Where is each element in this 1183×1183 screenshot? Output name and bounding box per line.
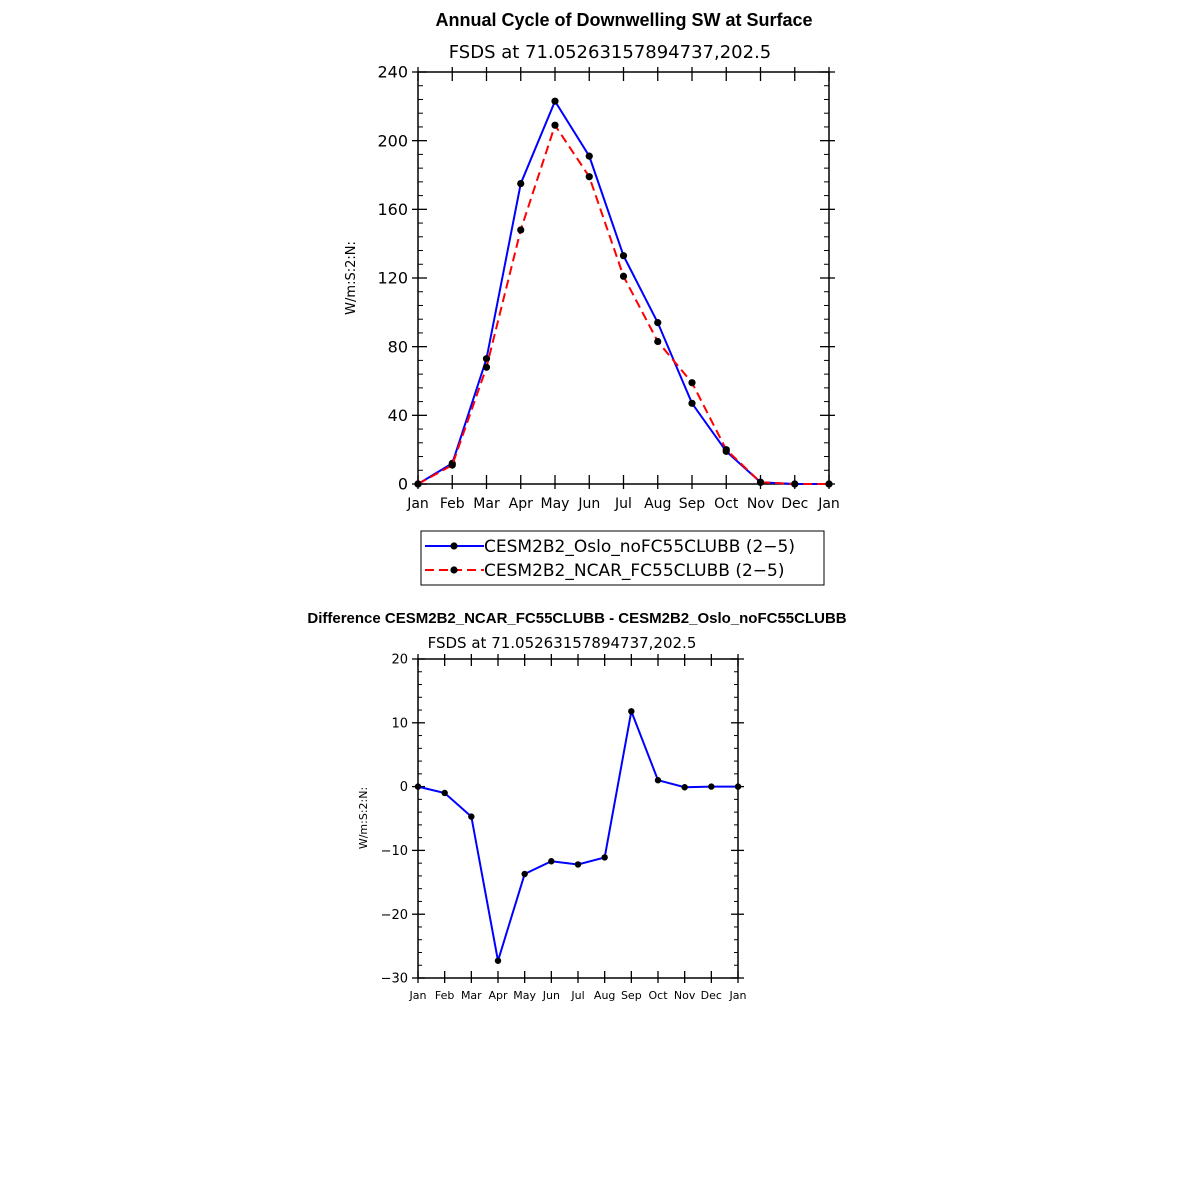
series-0-point: [482, 355, 491, 363]
legend-frame: [420, 530, 825, 586]
series-0-point: [494, 957, 502, 964]
x-tick-label: Jul: [570, 989, 584, 1002]
y-tick-label: 10: [391, 716, 408, 731]
chart1-y-tick-labels: 0 40 80 120 160 200 240: [377, 63, 408, 494]
legend-label-0: CESM2B2_Oslo_noFC55CLUBB (2−5): [484, 537, 795, 557]
y-tick-label: 120: [377, 269, 408, 288]
y-tick-label: 0: [400, 780, 408, 795]
x-tick-label: Aug: [644, 496, 671, 512]
annual-cycle-chart: Annual Cycle of Downwelling SW at Surfac…: [344, 10, 840, 586]
series-0-point: [654, 777, 662, 784]
x-tick-label: Mar: [473, 496, 500, 512]
x-tick-label: May: [513, 989, 536, 1002]
y-tick-label: 0: [398, 475, 408, 494]
series-0-point: [548, 858, 555, 865]
x-tick-label: Nov: [747, 496, 774, 512]
difference-chart: Difference CESM2B2_NCAR_FC55CLUBB - CESM…: [307, 610, 846, 1002]
y-tick-label: 200: [377, 131, 408, 150]
series-1-point: [654, 337, 662, 346]
chart2-ylabel: W/m:S:2:N:: [357, 787, 370, 849]
y-tick-label: −30: [381, 972, 408, 987]
x-tick-label: Sep: [621, 989, 642, 1002]
x-tick-label: Jan: [729, 989, 747, 1002]
chart2-plot-frame: [417, 658, 739, 979]
series-1-point: [619, 272, 628, 280]
series-0-point: [708, 783, 715, 790]
series-1-point: [414, 480, 422, 488]
x-tick-label: Aug: [594, 989, 615, 1002]
chart1-title: Annual Cycle of Downwelling SW at Surfac…: [435, 10, 812, 30]
series-0-point: [654, 319, 662, 327]
y-tick-label: 20: [391, 653, 408, 668]
y-tick-label: −20: [381, 908, 408, 923]
chart1-x-tick-labels: Jan Feb Mar Apr May Jun Jul Aug Sep Oct Nov Dec Jan: [406, 496, 840, 512]
series-0-point: [688, 399, 696, 407]
series-1-point: [585, 173, 593, 181]
x-tick-label: Jun: [577, 496, 600, 512]
x-tick-label: Oct: [714, 496, 739, 512]
series-1-point: [756, 478, 765, 486]
series-0-point: [574, 861, 582, 868]
x-tick-label: Oct: [648, 989, 668, 1002]
chart2-title: Difference CESM2B2_NCAR_FC55CLUBB - CESM…: [307, 610, 846, 627]
series-1-point: [551, 121, 559, 129]
x-tick-label: Apr: [509, 496, 533, 512]
legend-marker-0: [450, 542, 458, 550]
chart1-series: [414, 97, 833, 488]
x-tick-label: Jun: [542, 989, 560, 1002]
series-0-point: [468, 813, 475, 820]
chart1-legend: CESM2B2_Oslo_noFC55CLUBB (2−5) CESM2B2_NC…: [420, 530, 825, 586]
series-0-point: [551, 97, 559, 105]
chart2-y-tick-labels: −30 −20 −10 0 10 20: [381, 653, 408, 987]
x-tick-label: Nov: [674, 989, 696, 1002]
series-1-point: [688, 379, 696, 387]
series-line-1: [417, 122, 829, 485]
series-0-point: [601, 854, 608, 861]
x-tick-label: Sep: [679, 496, 706, 512]
x-tick-label: May: [541, 496, 570, 512]
series-0-point: [681, 784, 688, 791]
x-tick-label: Jan: [406, 496, 429, 512]
series-1-point: [791, 480, 799, 488]
series-1-point: [517, 226, 525, 234]
x-tick-label: Feb: [435, 989, 454, 1002]
x-tick-label: Dec: [781, 496, 808, 512]
series-1-point: [482, 363, 491, 371]
x-tick-label: Feb: [440, 496, 465, 512]
series-0-point: [628, 708, 635, 715]
series-1-point: [448, 461, 456, 469]
y-tick-label: 80: [388, 337, 408, 356]
x-tick-label: Apr: [488, 989, 508, 1002]
chart2-subtitle: FSDS at 71.05263157894737,202.5: [428, 634, 697, 652]
series-0-point: [734, 783, 742, 790]
x-tick-label: Jan: [409, 989, 427, 1002]
series-0-point: [441, 789, 448, 797]
y-tick-label: 160: [377, 200, 408, 219]
legend-marker-1: [450, 566, 458, 574]
x-tick-label: Dec: [701, 989, 722, 1002]
y-tick-label: −10: [381, 844, 408, 859]
y-tick-label: 40: [388, 406, 408, 425]
series-0-point: [414, 783, 422, 790]
x-tick-label: Jul: [614, 496, 632, 512]
series-line-0: [417, 707, 738, 962]
chart1-ticks: [412, 67, 835, 489]
chart2-x-tick-labels: Jan Feb Mar Apr May Jun Jul Aug Sep Oct Nov Dec Jan: [409, 989, 747, 1002]
chart1-subtitle: FSDS at 71.05263157894737,202.5: [449, 42, 772, 63]
series-0-point: [521, 870, 528, 878]
series-0-point: [585, 152, 593, 160]
chart1-ylabel: W/m:S:2:N:: [344, 241, 359, 315]
y-tick-label: 240: [377, 63, 408, 82]
series-0-point: [619, 252, 628, 260]
x-tick-label: Mar: [461, 989, 482, 1002]
x-tick-label: Jan: [817, 496, 840, 512]
series-1-point: [825, 480, 833, 488]
series-1-point: [722, 446, 730, 454]
series-0-point: [517, 179, 525, 188]
chart2-ticks: [412, 654, 744, 983]
series-line-0: [417, 99, 829, 485]
legend-label-1: CESM2B2_NCAR_FC55CLUBB (2−5): [484, 561, 784, 581]
chart2-series: [414, 707, 742, 964]
